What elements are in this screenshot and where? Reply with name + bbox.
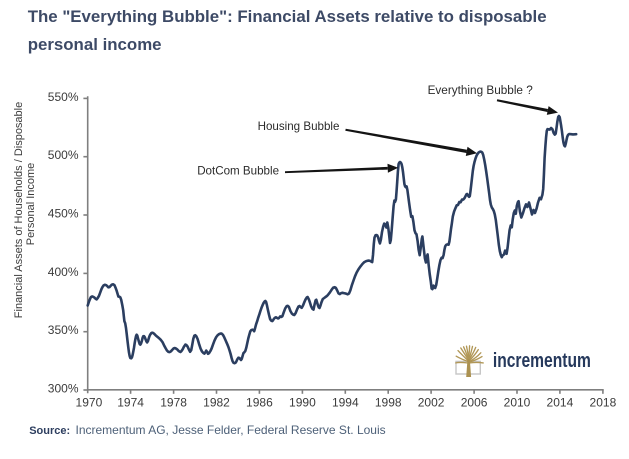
- svg-text:2014: 2014: [547, 395, 574, 409]
- svg-text:Source: Incrementum AG, Jesse: Source: Incrementum AG, Jesse Felder, Fe…: [29, 423, 385, 437]
- svg-text:1990: 1990: [289, 395, 316, 409]
- svg-text:2018: 2018: [590, 395, 617, 409]
- svg-text:350%: 350%: [48, 323, 79, 337]
- svg-text:1978: 1978: [160, 395, 187, 409]
- svg-text:1998: 1998: [375, 395, 402, 409]
- svg-text:1974: 1974: [117, 395, 144, 409]
- svg-text:Financial Assets of Households: Financial Assets of Households / Disposa…: [13, 102, 25, 318]
- svg-text:Personal Income: Personal Income: [25, 163, 37, 246]
- svg-text:DotCom Bubble: DotCom Bubble: [197, 164, 279, 177]
- svg-text:The "Everything Bubble": Finan: The "Everything Bubble": Financial Asset…: [28, 7, 547, 26]
- svg-text:1986: 1986: [246, 395, 273, 409]
- svg-text:500%: 500%: [48, 148, 79, 162]
- svg-text:300%: 300%: [48, 381, 79, 395]
- svg-text:2006: 2006: [461, 395, 488, 409]
- svg-text:450%: 450%: [48, 207, 79, 221]
- svg-text:2010: 2010: [504, 395, 531, 409]
- svg-text:incrementum: incrementum: [493, 349, 591, 371]
- svg-text:personal income: personal income: [28, 35, 162, 54]
- svg-text:2002: 2002: [418, 395, 445, 409]
- svg-text:Housing Bubble: Housing Bubble: [258, 120, 340, 133]
- svg-text:1994: 1994: [332, 395, 359, 409]
- svg-text:Everything Bubble ?: Everything Bubble ?: [428, 84, 534, 97]
- svg-text:1970: 1970: [76, 395, 103, 409]
- svg-text:550%: 550%: [48, 90, 79, 104]
- svg-text:1982: 1982: [203, 395, 230, 409]
- svg-text:400%: 400%: [48, 265, 79, 279]
